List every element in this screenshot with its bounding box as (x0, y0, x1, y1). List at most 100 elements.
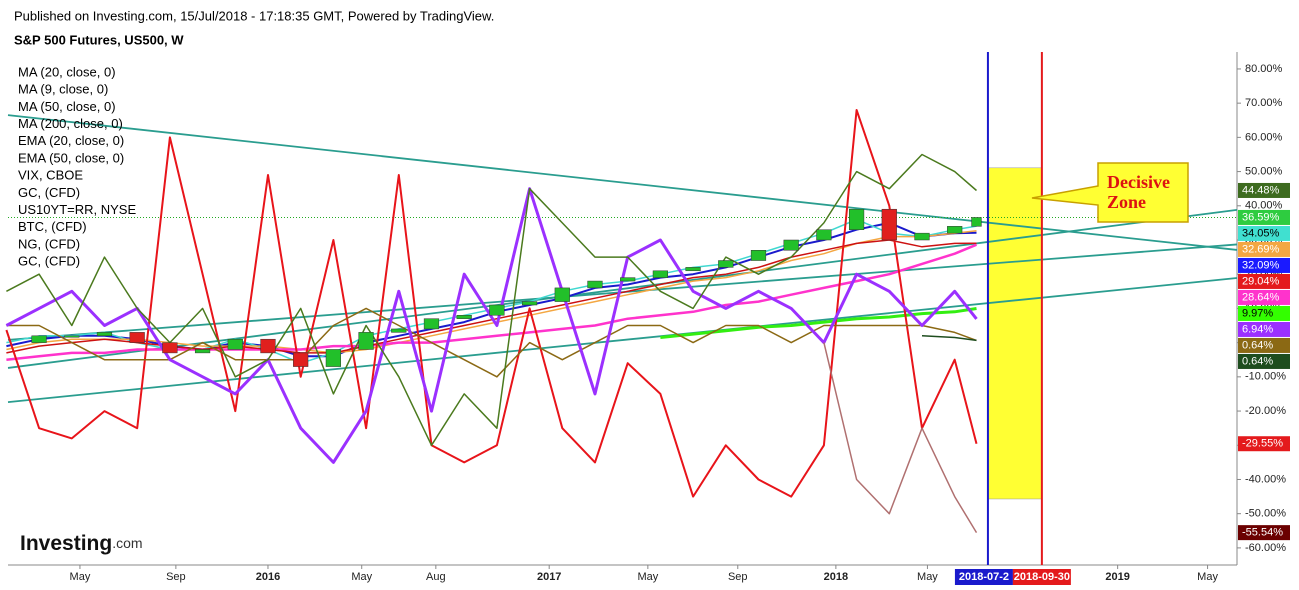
decisive-zone (987, 167, 1043, 500)
price-badge (1238, 321, 1290, 337)
price-candle (391, 328, 407, 333)
price-badge-label: 29.04% (1242, 275, 1280, 287)
x-tick-label: Sep (728, 571, 748, 583)
logo: Investing.com (20, 532, 143, 555)
price-candle (456, 315, 472, 319)
series-line (5, 109, 978, 498)
price-candle (718, 260, 734, 268)
price-candle (587, 280, 603, 289)
price-badge-label: 32.09% (1242, 259, 1280, 271)
price-badge-label: 36.59% (1242, 211, 1280, 223)
legend-entry: EMA (50, close, 0) (18, 150, 124, 165)
y-tick-label: 40.00% (1245, 200, 1283, 212)
y-tick-label: 60.00% (1245, 131, 1283, 143)
price-candle (620, 277, 636, 282)
legend-entry: MA (9, close, 0) (18, 82, 108, 97)
price-candle (129, 332, 145, 343)
price-candle (358, 332, 374, 350)
price-badge (1238, 525, 1290, 541)
legend-entry: NG, (CFD) (18, 236, 80, 251)
price-candle (64, 335, 80, 338)
legend-entry: MA (20, close, 0) (18, 64, 116, 79)
legend-entry: US10YT=RR, NYSE (18, 202, 136, 217)
y-tick-label: -40.00% (1245, 473, 1286, 485)
price-badge (1238, 273, 1290, 289)
price-candle (423, 318, 440, 330)
x-tick-label: May (917, 571, 938, 583)
date-marker-box (954, 569, 1013, 585)
logo-main: Investing (20, 532, 112, 555)
y-tick-label: 50.00% (1245, 165, 1283, 177)
trendline (7, 114, 1238, 251)
x-tick-label: May (637, 571, 658, 583)
x-tick-label: 2019 (1105, 571, 1129, 583)
date-marker-box (1012, 569, 1071, 585)
y-tick-label: -10.00% (1245, 371, 1286, 383)
price-badge-label: 9.97% (1242, 307, 1273, 319)
price-candle (521, 301, 538, 306)
date-marker-label: 2018-07-2 (959, 571, 1009, 583)
legend-entry: BTC, (CFD) (18, 219, 87, 234)
price-candle (554, 287, 570, 302)
price-badge-label: 0.64% (1242, 339, 1273, 351)
x-tick-label: 2018 (824, 571, 848, 583)
legend-entry: MA (50, close, 0) (18, 99, 116, 114)
price-badge (1238, 225, 1290, 241)
legend-entry: VIX, CBOE (18, 168, 83, 183)
price-badge (1238, 337, 1290, 353)
y-tick-label: 70.00% (1245, 97, 1283, 109)
annotation-text: Zone (1107, 192, 1146, 212)
price-candle (162, 342, 178, 354)
x-tick-label: 2017 (537, 571, 561, 583)
header: Published on Investing.com, 15/Jul/2018 … (14, 8, 494, 23)
price-candle (881, 208, 897, 241)
price-badge-label: 6.94% (1242, 323, 1273, 335)
price-candle (260, 338, 276, 354)
price-candle (227, 338, 243, 350)
price-candle (848, 208, 865, 230)
price-candle (652, 270, 668, 278)
trendline (7, 209, 1238, 369)
price-candle (914, 232, 930, 241)
price-candle (971, 217, 982, 227)
y-tick-label: -20.00% (1245, 405, 1286, 417)
date-marker-label: 2018-09-30 (1014, 571, 1070, 583)
price-candle (947, 226, 963, 234)
x-tick-label: 2016 (256, 571, 280, 583)
price-badge (1238, 182, 1290, 198)
x-tick-label: May (70, 571, 91, 583)
y-tick-label: 80.00% (1245, 63, 1283, 75)
price-badge (1238, 353, 1290, 369)
price-candle (194, 349, 211, 354)
price-candle (489, 304, 505, 316)
price-badge-label: -55.54% (1242, 527, 1283, 539)
x-tick-label: Aug (426, 571, 446, 583)
annotation-text: Decisive (1107, 172, 1170, 192)
chart-title: S&P 500 Futures, US500, W (14, 32, 184, 47)
logo-suffix: .com (112, 535, 142, 551)
price-badge (1238, 241, 1290, 257)
legend-entry: MA (200, close, 0) (18, 116, 123, 131)
price-candle (96, 332, 113, 337)
price-badge-label: 34.05% (1242, 227, 1280, 239)
price-candle (816, 229, 832, 241)
price-candle (783, 239, 799, 251)
price-badge-label: -29.55% (1242, 438, 1283, 450)
legend-entry: EMA (20, close, 0) (18, 133, 124, 148)
price-badge (1238, 257, 1290, 273)
price-badge-label: 0.64% (1242, 355, 1273, 367)
price-badge-label: 32.69% (1242, 243, 1280, 255)
x-tick-label: May (1197, 571, 1218, 583)
price-badge-label: 44.48% (1242, 184, 1280, 196)
price-candle (31, 335, 47, 343)
y-tick-label: -60.00% (1245, 542, 1286, 554)
price-badge (1238, 209, 1290, 225)
price-badge (1238, 305, 1290, 321)
y-tick-label: -50.00% (1245, 508, 1286, 520)
price-badge (1238, 289, 1290, 305)
legend-entry: GC, (CFD) (18, 254, 80, 269)
series-line (823, 342, 978, 533)
